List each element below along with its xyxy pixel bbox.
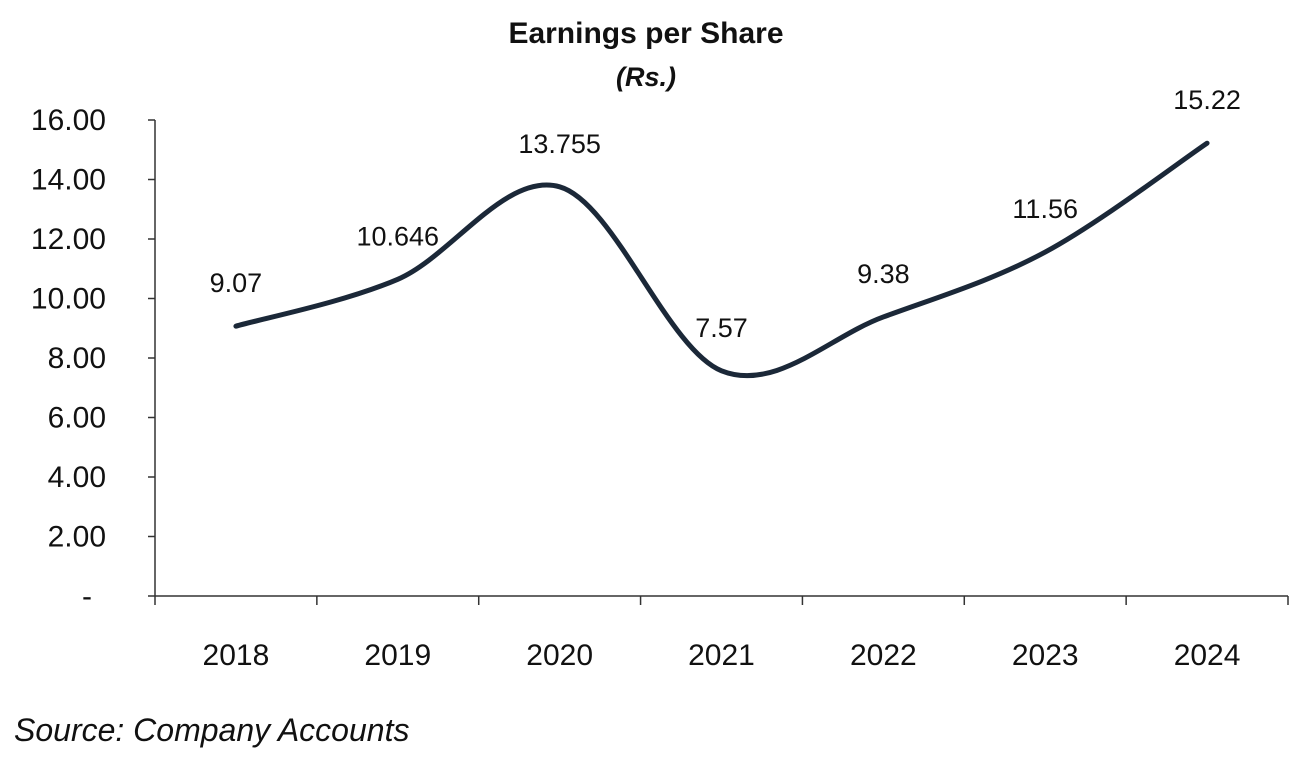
- data-label: 9.38: [857, 259, 910, 289]
- data-label: 13.755: [518, 129, 601, 159]
- y-axis-ticks: - 2.00 4.00 6.00 8.00 10.00 12.00 14.00 16.00: [31, 104, 155, 613]
- x-tick-label: 2019: [364, 639, 431, 672]
- x-axis-ticks: 2018 2019 2020 2021 2022 2023 2024: [154, 596, 1289, 672]
- eps-series-line: [233, 140, 1210, 379]
- x-tick-label: 2023: [1012, 639, 1079, 672]
- y-tick-label: -: [82, 580, 92, 613]
- x-tick-label: 2022: [850, 639, 917, 672]
- y-tick-label: 6.00: [48, 402, 106, 435]
- source-note: Source: Company Accounts: [14, 712, 410, 748]
- x-tick-label: 2018: [203, 639, 270, 672]
- x-tick-label: 2021: [688, 639, 755, 672]
- x-tick-label: 2024: [1174, 639, 1241, 672]
- data-label: 15.22: [1173, 85, 1241, 115]
- chart-title: Earnings per Share: [508, 17, 783, 50]
- x-tick-label: 2020: [526, 639, 593, 672]
- data-label: 11.56: [1012, 194, 1078, 224]
- y-tick-label: 10.00: [31, 283, 106, 316]
- y-tick-label: 14.00: [31, 164, 106, 197]
- y-tick-label: 16.00: [31, 104, 106, 137]
- data-label: 10.646: [356, 221, 439, 251]
- data-label: 9.07: [210, 268, 263, 298]
- y-tick-label: 2.00: [48, 521, 106, 554]
- y-tick-label: 12.00: [31, 223, 106, 256]
- chart-subtitle: (Rs.): [616, 62, 676, 92]
- y-tick-label: 8.00: [48, 342, 106, 375]
- y-tick-label: 4.00: [48, 461, 106, 494]
- data-label: 7.57: [695, 313, 748, 343]
- data-labels: 9.07 10.646 13.755 7.57 9.38 11.56 15.22: [210, 85, 1241, 343]
